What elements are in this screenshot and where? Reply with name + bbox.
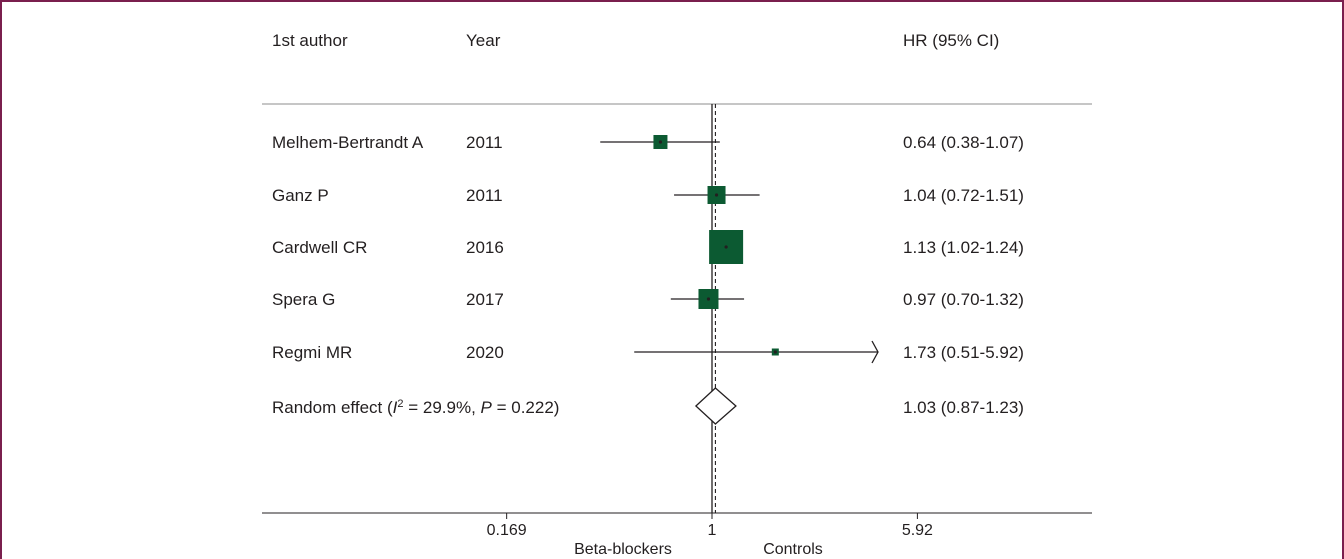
study-author: Spera G bbox=[272, 290, 335, 309]
point-estimate bbox=[658, 140, 663, 144]
year-header: Year bbox=[466, 31, 501, 50]
study-author: Ganz P bbox=[272, 186, 329, 205]
column-headers: 1st author Year HR (95% CI) bbox=[272, 31, 999, 50]
pooled-row: Random effect (I2 = 29.9%, P = 0.222) 1.… bbox=[272, 387, 1024, 425]
point-estimate bbox=[706, 297, 711, 301]
i2-superscript: 2 bbox=[397, 398, 403, 410]
point-estimate bbox=[773, 350, 777, 354]
pooled-ci-text: 1.03 (0.87-1.23) bbox=[903, 398, 1024, 417]
study-year: 2011 bbox=[466, 133, 503, 152]
i2-value: = 29.9%, bbox=[404, 398, 481, 417]
study-year: 2011 bbox=[466, 186, 503, 205]
study-rows: Melhem-Bertrandt A 2011 0.64 (0.38-1.07) Ga… bbox=[272, 133, 1024, 364]
study-author: Regmi MR bbox=[272, 343, 352, 362]
pooled-label-prefix: Random effect ( bbox=[272, 398, 393, 417]
study-author: Cardwell CR bbox=[272, 238, 367, 257]
direction-label-right: Controls bbox=[763, 541, 823, 558]
x-axis: 0.169 1 5.92 Beta-blockers Controls bbox=[487, 513, 933, 558]
study-row: Spera G 2017 0.97 (0.70-1.32) bbox=[272, 289, 1024, 309]
ci-arrow bbox=[871, 340, 879, 364]
study-row: Melhem-Bertrandt A 2011 0.64 (0.38-1.07) bbox=[272, 133, 1024, 152]
tick-label: 1 bbox=[708, 522, 717, 539]
study-ci-text: 0.97 (0.70-1.32) bbox=[903, 290, 1024, 309]
study-year: 2020 bbox=[466, 343, 504, 362]
direction-label-left: Beta-blockers bbox=[574, 541, 672, 558]
pooled-diamond bbox=[694, 387, 737, 425]
tick-label: 0.169 bbox=[487, 522, 527, 539]
study-author: Melhem-Bertrandt A bbox=[272, 133, 424, 152]
p-symbol: P bbox=[481, 398, 493, 417]
study-ci-text: 1.13 (1.02-1.24) bbox=[903, 238, 1024, 257]
pooled-label: Random effect (I2 = 29.9%, P = 0.222) bbox=[272, 398, 559, 417]
study-year: 2017 bbox=[466, 290, 504, 309]
study-row: Regmi MR 2020 1.73 (0.51-5.92) bbox=[272, 340, 1024, 364]
i2-symbol: I bbox=[393, 398, 398, 417]
tick-label: 5.92 bbox=[902, 522, 933, 539]
study-row: Ganz P 2011 1.04 (0.72-1.51) bbox=[272, 186, 1024, 205]
point-estimate bbox=[714, 193, 719, 197]
study-row: Cardwell CR 2016 1.13 (1.02-1.24) bbox=[272, 230, 1024, 264]
point-estimate bbox=[724, 245, 728, 249]
study-ci-text: 1.73 (0.51-5.92) bbox=[903, 343, 1024, 362]
author-header: 1st author bbox=[272, 31, 348, 50]
p-value: = 0.222) bbox=[492, 398, 560, 417]
effect-header: HR (95% CI) bbox=[903, 31, 999, 50]
study-ci-text: 1.04 (0.72-1.51) bbox=[903, 186, 1024, 205]
study-year: 2016 bbox=[466, 238, 504, 257]
study-ci-text: 0.64 (0.38-1.07) bbox=[903, 133, 1024, 152]
